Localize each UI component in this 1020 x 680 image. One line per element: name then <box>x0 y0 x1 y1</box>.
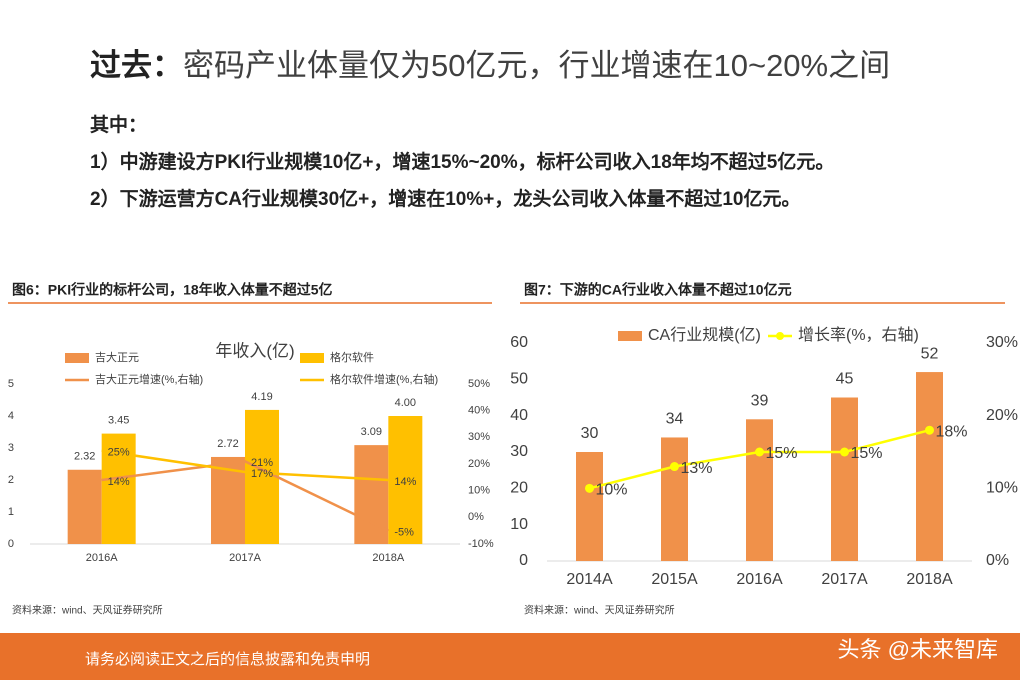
bar <box>245 409 279 544</box>
value-label: 10% <box>596 482 628 499</box>
marker <box>755 447 764 457</box>
bar <box>746 419 773 561</box>
marker <box>585 483 594 493</box>
legend-label: 格尔软件 <box>330 350 374 364</box>
x-tick-label: 2015A <box>651 571 698 588</box>
y-tick-label: 60 <box>510 334 528 351</box>
y2-tick-label: 40% <box>468 405 490 417</box>
chart-title: 图7：下游的CA行业收入体量不超过10亿元 <box>524 282 792 298</box>
bar <box>661 437 688 561</box>
value-label: 30 <box>581 425 599 442</box>
bar <box>831 397 858 561</box>
y-tick-label: 4 <box>8 410 14 422</box>
y2-tick-label: 10% <box>986 480 1018 497</box>
marker <box>840 447 849 457</box>
heading: 过去：密码产业体量仅为50亿元，行业增速在10~20%之间 <box>90 40 890 85</box>
legend-swatch <box>618 331 642 341</box>
x-tick-label: 2017A <box>229 552 261 564</box>
value-label: 45 <box>836 371 854 388</box>
axis-title: 年收入(亿) <box>215 341 294 360</box>
value-label: 14% <box>394 476 416 488</box>
x-tick-label: 2016A <box>86 552 118 564</box>
value-label: 2.32 <box>74 451 95 463</box>
bar <box>576 452 603 561</box>
x-tick-label: 2017A <box>821 571 868 588</box>
x-tick-label: 2018A <box>372 552 404 564</box>
point: 1）中游建设方PKI行业规模10亿+，增速15%~20%，标杆公司收入18年均不… <box>90 152 835 173</box>
y-tick-label: 10 <box>510 516 528 533</box>
y2-tick-label: 30% <box>468 431 490 443</box>
line <box>101 449 389 482</box>
y2-tick-label: -10% <box>468 538 494 550</box>
y-tick-label: 2 <box>8 474 14 486</box>
value-label: -5% <box>394 527 414 539</box>
legend-label: 吉大正元增速(%,右轴) <box>95 372 203 386</box>
chart-title: 图6：PKI行业的标杆公司，18年收入体量不超过5亿 <box>12 282 332 298</box>
y2-tick-label: 10% <box>468 485 490 497</box>
y2-tick-label: 0% <box>468 511 484 523</box>
y2-tick-label: 50% <box>468 378 490 390</box>
value-label: 2.72 <box>217 438 238 450</box>
value-label: 17% <box>251 468 273 480</box>
watermark: 头条 @未来智库 <box>837 637 998 662</box>
source: 资料来源：wind、天风证券研究所 <box>524 604 675 617</box>
y-tick-label: 40 <box>510 407 528 424</box>
value-label: 3.09 <box>361 426 382 438</box>
legend-swatch <box>65 353 89 363</box>
legend-label: 格尔软件增速(%,右轴) <box>330 372 438 386</box>
intro: 其中： <box>90 115 148 136</box>
value-label: 25% <box>108 447 130 459</box>
bar <box>916 372 943 561</box>
y-tick-label: 0 <box>519 552 528 569</box>
y-tick-label: 5 <box>8 378 14 390</box>
legend-label: 吉大正元 <box>95 350 139 364</box>
line <box>101 460 389 532</box>
y2-tick-label: 20% <box>468 458 490 470</box>
y2-tick-label: 20% <box>986 407 1018 424</box>
y2-tick-label: 0% <box>986 552 1009 569</box>
value-label: 3.45 <box>108 415 129 427</box>
heading-prefix: 过去： <box>90 48 183 83</box>
legend-marker <box>776 332 784 340</box>
marker <box>925 425 934 435</box>
y-tick-label: 1 <box>8 506 14 518</box>
charts: 图6：PKI行业的标杆公司，18年收入体量不超过5亿资料来源：wind、天风证券… <box>8 282 1018 617</box>
y-tick-label: 30 <box>510 443 528 460</box>
legend-swatch <box>300 353 324 363</box>
point: 2）下游运营方CA行业规模30亿+，增速在10%+，龙头公司收入体量不超过10亿… <box>90 189 801 210</box>
heading-text: 密码产业体量仅为50亿元，行业增速在10~20%之间 <box>183 48 891 83</box>
value-label: 14% <box>108 476 130 488</box>
legend-label: 增长率(%，右轴) <box>798 326 919 344</box>
bar <box>388 416 423 544</box>
value-label: 39 <box>751 393 769 410</box>
footer: 请务必阅读正文之后的信息披露和免责申明 <box>85 651 371 668</box>
value-label: 21% <box>251 457 273 469</box>
value-label: 15% <box>766 445 798 462</box>
value-label: 13% <box>681 460 713 477</box>
y-tick-label: 20 <box>510 480 528 497</box>
value-label: 4.00 <box>395 397 416 409</box>
y-tick-label: 0 <box>8 538 14 550</box>
x-tick-label: 2018A <box>906 571 953 588</box>
legend-label: CA行业规模(亿) <box>648 326 761 344</box>
bar <box>67 469 102 544</box>
value-label: 4.19 <box>251 391 272 403</box>
value-label: 34 <box>666 411 684 428</box>
x-tick-label: 2014A <box>566 571 613 588</box>
x-tick-label: 2016A <box>736 571 783 588</box>
value-label: 15% <box>851 445 883 462</box>
source: 资料来源：wind、天风证券研究所 <box>12 604 163 617</box>
value-label: 52 <box>921 345 939 362</box>
marker <box>670 462 679 472</box>
y-tick-label: 3 <box>8 442 14 454</box>
y2-tick-label: 30% <box>986 334 1018 351</box>
y-tick-label: 50 <box>510 371 528 388</box>
footer-band: 请务必阅读正文之后的信息披露和免责申明 <box>0 633 1020 680</box>
value-label: 18% <box>936 423 968 440</box>
